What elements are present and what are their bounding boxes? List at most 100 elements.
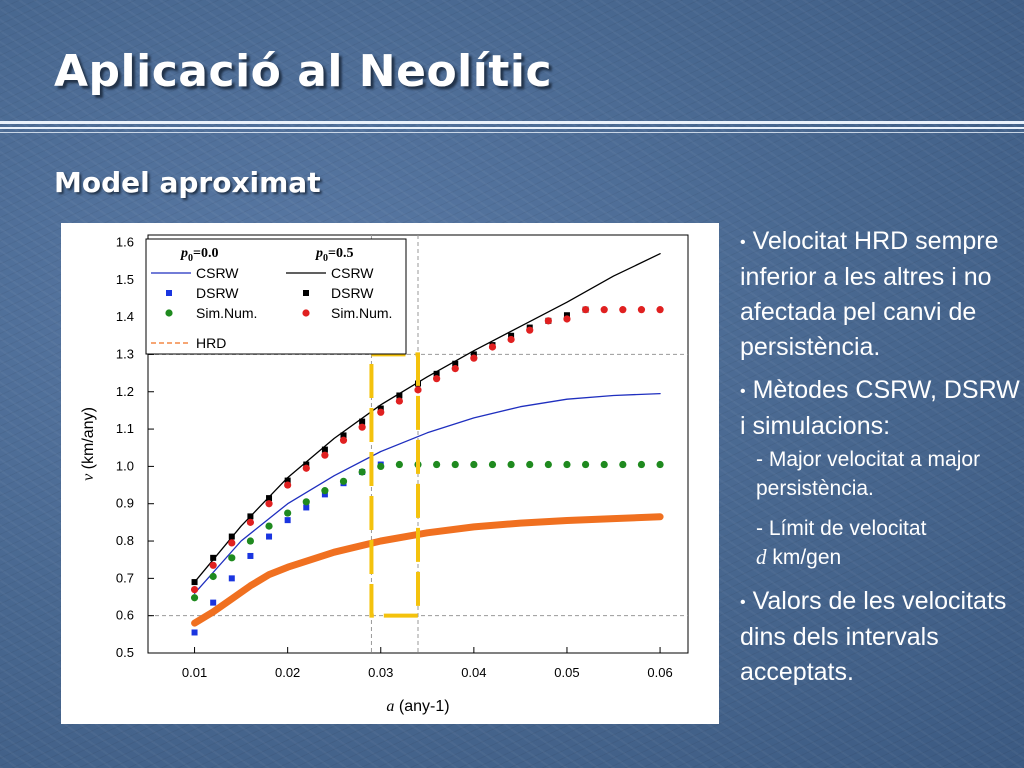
series-5-point-8 [339,436,348,444]
series-4-point-3 [247,513,254,520]
bullet-intervals: • Valors de les velocitats dins dels int… [740,586,1007,686]
series-4-point-6 [303,461,310,468]
legend-box [145,238,407,355]
series-1-point-6 [303,504,310,511]
legend-csrw-p0-label: CSRW [196,265,239,281]
series-5-point-9 [358,423,366,431]
series-0-line [193,392,661,594]
series-2-point-2 [228,554,236,562]
y-tick-label-1: 0.6 [116,608,134,623]
y-tick-label-9: 1.4 [116,309,134,324]
x-tick-label-5: 0.06 [647,665,672,680]
series-2-point-20 [563,460,571,469]
series-4-point-2 [228,533,235,540]
legend-dsrw-p0-swatch [166,290,172,296]
y-tick-label-7: 1.2 [116,384,134,399]
series-2-point-25 [656,460,664,469]
series-5-point-13 [433,375,441,383]
slide-subtitle: Model aproximat [54,166,321,199]
series-5-point-24 [637,306,646,314]
series-5-point-16 [488,343,497,351]
series-2-point-8 [339,477,348,485]
y-axis-label: v (km/any) [80,407,97,481]
series-2-point-13 [433,460,441,469]
series-2-point-22 [600,460,608,469]
series-2-point-19 [544,460,552,469]
x-axis-label: a (any-1) [386,698,449,715]
legend-dsrw-p05-swatch [303,290,309,296]
series-2-point-6 [302,498,310,506]
series-2-point-16 [488,460,497,469]
series-4-point-7 [321,446,328,453]
series-5-point-17 [507,335,515,344]
title-rule-2 [0,127,1024,129]
legend-col1-header: p0=0.0 [180,246,218,264]
series-6-line [191,513,664,627]
series-1-point-0 [191,629,198,636]
series-4-point-8 [340,432,347,439]
series-4-point-0 [191,579,198,586]
title-rule-1 [0,121,1024,124]
series-2-point-7 [321,487,329,495]
slide-title: Aplicació al Neolític [54,46,553,97]
bullet-hrd-velocity: • Velocitat HRD sempre inferior a les al… [740,227,999,361]
series-2-point-4 [265,522,273,530]
series-4-point-15 [470,351,477,358]
series-1-point-2 [228,575,235,582]
series-4-point-13 [433,370,440,377]
highlight-box [369,352,420,618]
legend-sim-p05-label: Sim.Num. [331,305,392,321]
x-tick-label-1: 0.02 [275,665,300,680]
legend-dsrw-p0-label: DSRW [196,285,239,301]
series-3-line [193,253,661,583]
series-5-point-14 [451,365,459,373]
series-4-point-11 [396,392,403,399]
series-2-point-3 [246,537,255,545]
series-5-point-3 [246,518,255,526]
series-2-point-1 [209,572,217,581]
legend-sim-p0-swatch [165,309,173,317]
y-tick-label-4: 0.9 [116,496,134,511]
series-5-point-20 [563,315,571,323]
y-tick-label-11: 1.6 [116,234,134,249]
series-1-point-3 [247,552,254,559]
series-2-point-24 [637,460,646,469]
series-2-point-21 [581,460,590,469]
series-5-point-4 [265,500,273,508]
series-5-point-10 [377,408,385,416]
series-2-point-17 [507,460,515,469]
y-tick-label-5: 1.0 [116,458,134,473]
series-4-point-14 [452,360,459,367]
legend-sim-p05-swatch [302,309,310,317]
series-4-point-9 [359,418,366,425]
series-4-point-4 [266,495,273,502]
series-5-point-19 [544,317,552,325]
series-4-point-1 [210,554,217,561]
series-2-point-14 [451,460,459,469]
series-5-point-23 [619,306,627,314]
series-5-point-7 [321,451,329,459]
series-5-point-25 [656,306,664,314]
legend-csrw-p05-label: CSRW [331,265,374,281]
velocity-chart: 0.01 0.02 0.03 0.04 0.05 0.06 0.5 0.6 0.7 0.8 0.9 1… [80,234,689,715]
series-5-point-21 [581,306,590,314]
series-5-point-0 [190,585,199,594]
x-tick-label-2: 0.03 [368,665,393,680]
series-2-point-18 [526,460,534,469]
series-1-point-4 [266,533,273,540]
series-4-point-5 [284,477,291,484]
series-4-point-17 [508,332,515,339]
legend-dsrw-p05-label: DSRW [331,285,374,301]
series-5-point-22 [600,306,608,314]
series-2-point-9 [358,468,366,476]
chart-panel: 0.01 0.02 0.03 0.04 0.05 0.06 0.5 0.6 0.7 0.8 0.9 1… [61,223,719,724]
y-tick-label-2: 0.7 [116,570,134,585]
series-2-point-5 [284,509,292,517]
series-2-point-0 [190,594,199,602]
series-1-point-1 [210,599,217,606]
series-5-point-12 [414,386,422,394]
series-5-point-18 [526,326,534,334]
y-tick-label-3: 0.8 [116,533,134,548]
series-2-point-11 [395,460,403,469]
x-tick-label-4: 0.05 [554,665,579,680]
